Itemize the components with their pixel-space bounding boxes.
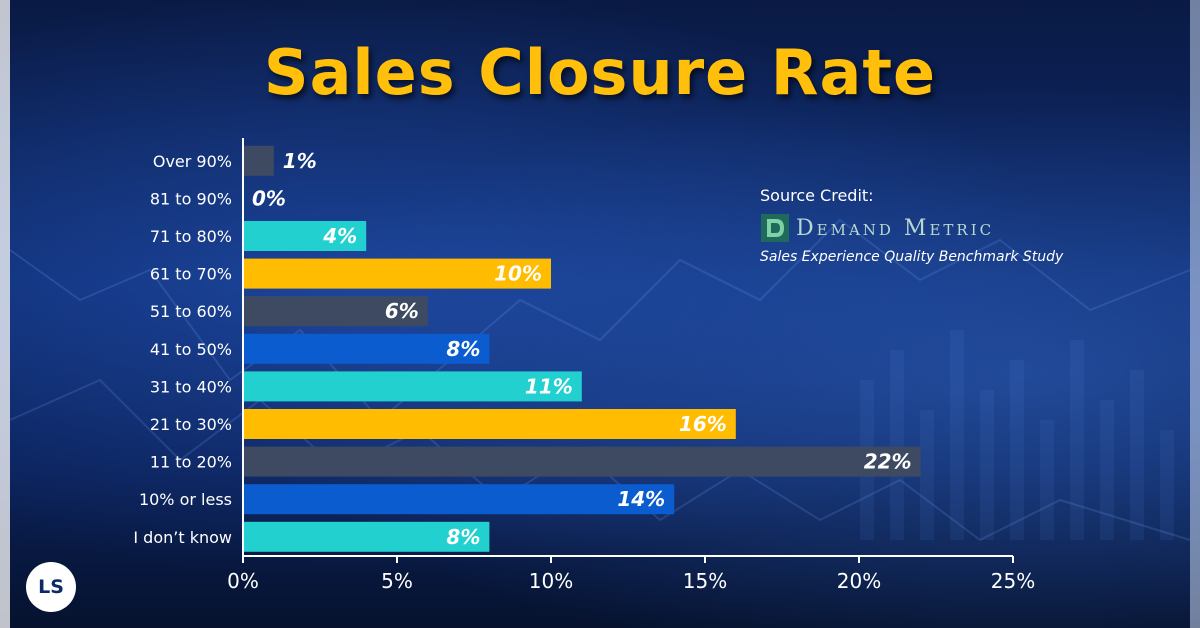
- category-label: 71 to 80%: [150, 227, 232, 246]
- x-tick-label: 10%: [529, 569, 573, 593]
- labels-layer: Over 90% 1% 81 to 90% 0% 71 to 80% 4% 61 to 70…: [133, 149, 911, 549]
- bar: [243, 446, 921, 477]
- source-credit-heading: Source Credit:: [760, 186, 874, 205]
- category-label: 10% or less: [139, 490, 232, 509]
- x-axis: 0% 5% 10% 15% 20% 25%: [227, 138, 1035, 593]
- demand-metric-name: Demand Metric: [796, 215, 995, 241]
- x-tick-label: 15%: [683, 569, 727, 593]
- category-label: Over 90%: [153, 152, 232, 171]
- bar: [243, 145, 274, 176]
- bar: [243, 371, 582, 402]
- demand-metric-logo-icon: [761, 214, 789, 242]
- value-label: 22%: [864, 450, 912, 474]
- value-label: 11%: [525, 374, 573, 398]
- bars-layer: [243, 145, 921, 552]
- category-label: I don’t know: [133, 528, 232, 547]
- value-label: 16%: [679, 412, 727, 436]
- bar: [243, 521, 490, 552]
- category-label: 51 to 60%: [150, 302, 232, 321]
- bar: [243, 221, 367, 251]
- category-label: 81 to 90%: [150, 189, 232, 208]
- bar: [243, 258, 551, 289]
- ls-logo: LS: [26, 562, 76, 612]
- x-tick-label: 25%: [991, 569, 1035, 593]
- value-label: 8%: [446, 525, 480, 549]
- value-label: 4%: [322, 224, 357, 248]
- value-label: 14%: [617, 487, 665, 511]
- value-label: 0%: [252, 186, 286, 210]
- bar: [243, 484, 675, 515]
- bar: [243, 296, 428, 327]
- category-label: 11 to 20%: [150, 453, 232, 472]
- category-label: 31 to 40%: [150, 377, 232, 396]
- x-tick-label: 20%: [837, 569, 881, 593]
- value-label: 6%: [385, 299, 419, 323]
- source-study-name: Sales Experience Quality Benchmark Study: [760, 249, 1064, 265]
- value-label: 8%: [446, 337, 480, 361]
- source-credit: Source Credit: Demand Metric Sales Exper…: [760, 186, 1090, 265]
- value-label: 10%: [494, 262, 542, 286]
- demand-metric-brand: Demand Metric: [760, 213, 1090, 243]
- category-label: 61 to 70%: [150, 265, 232, 284]
- bar: [243, 409, 736, 439]
- chart-title: Sales Closure Rate: [263, 36, 937, 109]
- bar: [243, 333, 490, 364]
- value-label: 1%: [283, 149, 317, 173]
- category-label: 21 to 30%: [150, 415, 232, 434]
- category-label: 41 to 50%: [150, 340, 232, 359]
- x-tick-label: 5%: [381, 569, 413, 593]
- x-tick-label: 0%: [227, 569, 259, 593]
